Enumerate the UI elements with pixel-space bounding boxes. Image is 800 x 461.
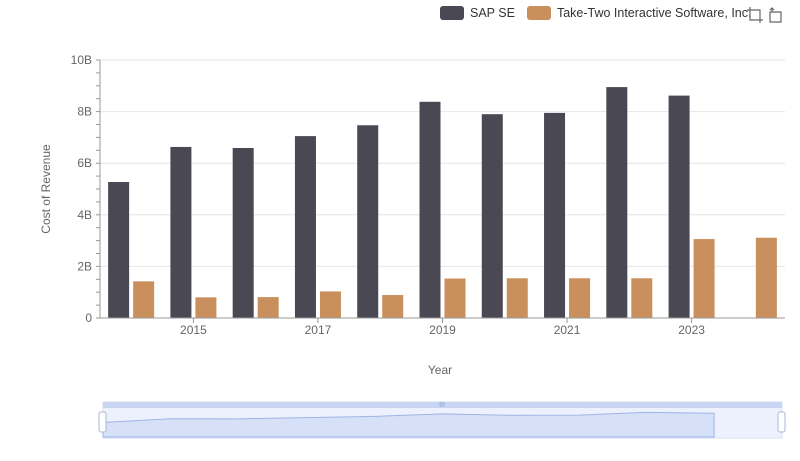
y-tick-label: 6B: [77, 156, 92, 170]
data-zoom-slider[interactable]: III: [98, 401, 786, 439]
bar-take-two[interactable]: [133, 281, 155, 318]
bar-sap[interactable]: [481, 114, 503, 319]
bar-sap[interactable]: [170, 146, 192, 318]
y-tick-label: 4B: [77, 208, 92, 222]
y-tick-label: 10B: [71, 53, 92, 67]
bar-take-two[interactable]: [319, 291, 341, 318]
bar-sap[interactable]: [544, 112, 566, 318]
legend-swatch-take-two: [526, 6, 551, 20]
legend-item-sap[interactable]: SAP SE: [440, 6, 515, 20]
x-axis-title: Year: [428, 363, 452, 377]
y-tick-label: 0: [85, 311, 92, 325]
slider-preview-area: [102, 411, 715, 438]
bar-sap[interactable]: [419, 101, 441, 319]
bar-take-two[interactable]: [755, 237, 777, 318]
bar-take-two[interactable]: [257, 297, 279, 318]
y-tick-label: 8B: [77, 105, 92, 119]
axes: 0 2B 4B 6B 8B 10B 2015 2017 2019 2021 2023: [71, 53, 785, 337]
slider-handle-right[interactable]: [777, 411, 786, 433]
legend-item-take-two[interactable]: Take-Two Interactive Software, Inc.: [526, 6, 752, 20]
bar-take-two[interactable]: [569, 278, 591, 318]
bar-take-two[interactable]: [382, 295, 404, 318]
y-tick-label: 2B: [77, 259, 92, 273]
bar-take-two[interactable]: [195, 297, 217, 318]
bar-take-two[interactable]: [444, 278, 466, 318]
slider-grip[interactable]: III: [439, 402, 445, 409]
zoom-icon[interactable]: [746, 6, 764, 24]
bar-sap[interactable]: [606, 87, 628, 318]
slider-top-bar[interactable]: [103, 402, 782, 408]
y-axis-title: Cost of Revenue: [39, 144, 53, 234]
legend-label-sap: SAP SE: [470, 6, 515, 20]
legend-label-take-two: Take-Two Interactive Software, Inc.: [556, 6, 752, 20]
bar-take-two[interactable]: [693, 239, 715, 318]
bar-sap[interactable]: [108, 182, 130, 318]
x-tick-label: 2015: [180, 323, 207, 337]
bars: [108, 87, 777, 319]
chart-toolbar: [746, 6, 788, 24]
x-tick-label: 2021: [554, 323, 581, 337]
restore-icon[interactable]: [767, 6, 785, 24]
bar-sap[interactable]: [357, 125, 379, 318]
bar-sap[interactable]: [294, 136, 316, 318]
legend-swatch-sap: [440, 6, 464, 20]
x-tick-label: 2017: [305, 323, 332, 337]
slider-handle-left[interactable]: [98, 411, 107, 433]
x-tick-label: 2023: [678, 323, 705, 337]
x-tick-label: 2019: [429, 323, 456, 337]
legend: SAP SE Take-Two Interactive Software, In…: [440, 4, 763, 22]
bar-sap[interactable]: [232, 147, 254, 318]
bar-sap[interactable]: [668, 95, 690, 318]
bar-take-two[interactable]: [506, 278, 528, 318]
bar-take-two[interactable]: [631, 278, 653, 318]
